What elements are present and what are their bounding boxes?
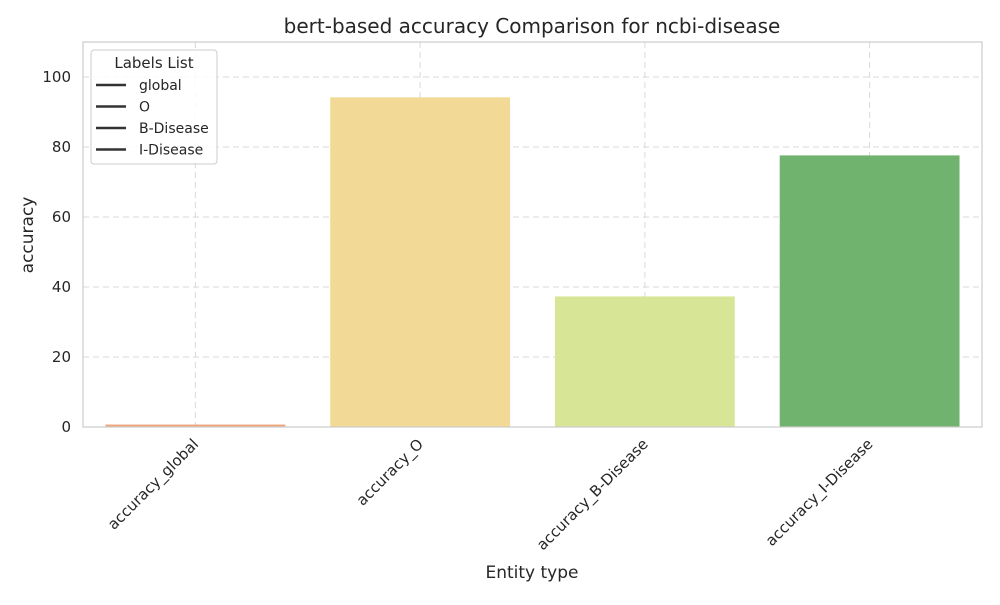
bar-accuracy_global [105, 424, 286, 427]
y-tick-label: 0 [61, 418, 71, 436]
legend-box [90, 49, 218, 165]
y-axis-title: accuracy [18, 197, 38, 274]
legend-entry-O: O [139, 100, 150, 116]
legend-entry-I-Disease: I-Disease [139, 143, 203, 159]
plot-frame [82, 41, 983, 428]
bars [105, 97, 960, 428]
bar-accuracy_O [330, 97, 511, 428]
bar-accuracy_B-Disease [554, 296, 735, 427]
legend-entry-B-Disease: B-Disease [139, 121, 209, 137]
legend-title: Labels List [114, 54, 193, 72]
x-axis-title: Entity type [485, 563, 578, 583]
y-tick-label: 20 [52, 348, 71, 366]
legend: Labels List global O B-Disease I-Disease [90, 49, 218, 165]
y-tick-label: 40 [52, 278, 71, 296]
legend-entry-global: global [139, 78, 182, 94]
bar-accuracy_I-Disease [779, 155, 960, 427]
y-tick-label: 60 [52, 208, 71, 226]
chart-title: bert-based accuracy Comparison for ncbi-… [284, 14, 781, 38]
y-tick-label: 80 [52, 138, 71, 156]
y-tick-label: 100 [42, 68, 71, 86]
